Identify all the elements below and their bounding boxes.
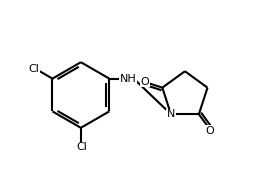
Text: Cl: Cl bbox=[28, 64, 39, 74]
Text: N: N bbox=[167, 109, 175, 119]
Text: O: O bbox=[141, 77, 149, 86]
Text: Cl: Cl bbox=[77, 142, 88, 153]
Text: NH: NH bbox=[119, 74, 136, 84]
Text: O: O bbox=[205, 126, 214, 136]
